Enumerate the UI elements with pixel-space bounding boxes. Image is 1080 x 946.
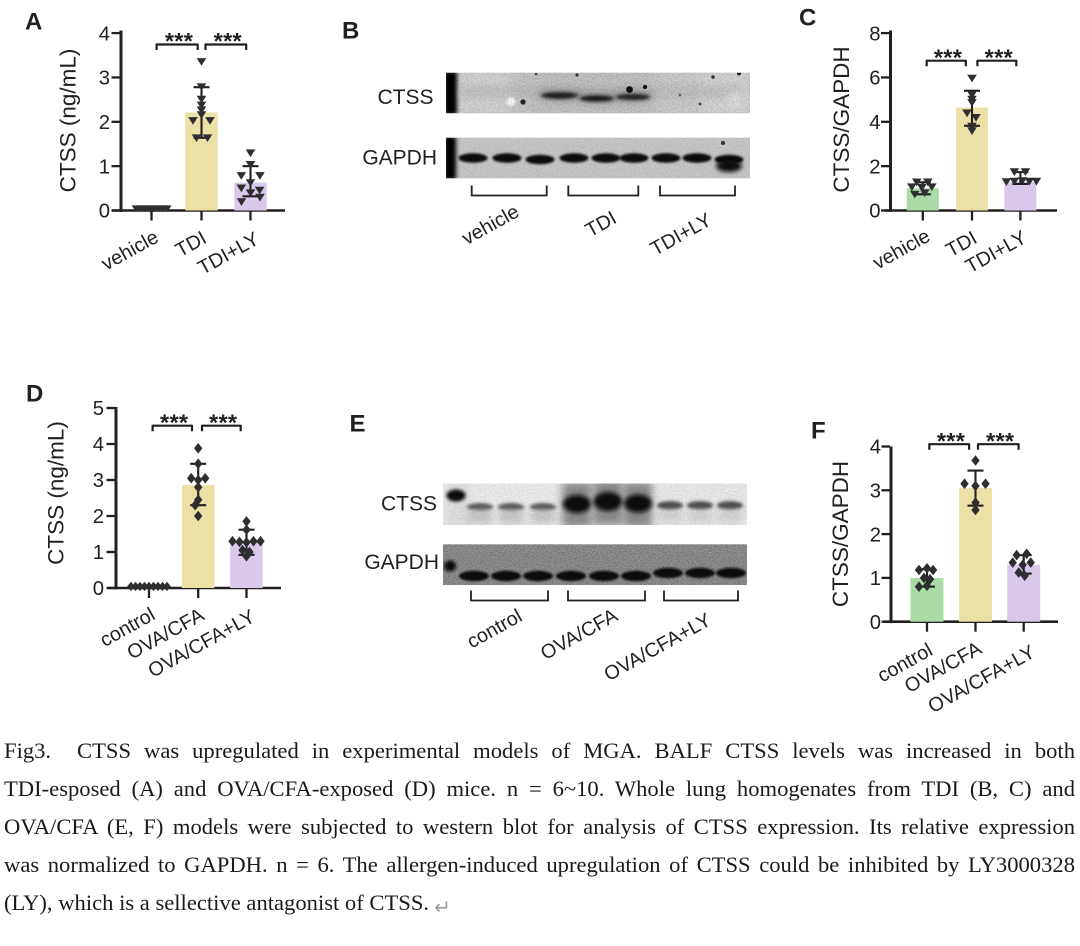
svg-text:GAPDH: GAPDH <box>362 147 437 170</box>
svg-text:0: 0 <box>99 201 110 223</box>
svg-text:C: C <box>799 4 816 31</box>
svg-text:CTSS/GAPDH: CTSS/GAPDH <box>828 461 853 607</box>
svg-text:CTSS (ng/mL): CTSS (ng/mL) <box>44 421 69 565</box>
svg-text:vehicle: vehicle <box>98 226 163 275</box>
svg-text:TDI+LY: TDI+LY <box>194 228 263 279</box>
svg-text:A: A <box>25 9 42 36</box>
svg-text:OVA/CFA: OVA/CFA <box>537 604 622 664</box>
svg-text:4: 4 <box>869 112 880 134</box>
svg-text:8: 8 <box>869 23 880 45</box>
svg-text:4: 4 <box>99 23 110 45</box>
svg-text:0: 0 <box>870 612 881 634</box>
svg-text:D: D <box>26 381 43 408</box>
svg-text:3: 3 <box>93 470 104 492</box>
svg-text:TDI: TDI <box>582 207 621 242</box>
svg-text:F: F <box>811 418 826 445</box>
svg-text:TDI+LY: TDI+LY <box>647 209 716 260</box>
svg-text:control: control <box>463 605 526 653</box>
svg-text:***: *** <box>214 28 243 54</box>
svg-text:***: *** <box>165 28 194 54</box>
svg-text:***: *** <box>209 409 238 435</box>
svg-text:E: E <box>350 411 366 438</box>
svg-text:CTSS: CTSS <box>377 86 433 109</box>
svg-text:0: 0 <box>93 578 104 600</box>
svg-text:***: *** <box>986 428 1015 454</box>
svg-text:2: 2 <box>870 524 881 546</box>
svg-text:CTSS (ng/mL): CTSS (ng/mL) <box>56 49 81 193</box>
svg-text:3: 3 <box>99 68 110 90</box>
svg-text:vehicle: vehicle <box>869 225 934 274</box>
svg-text:0: 0 <box>869 201 880 223</box>
svg-text:1: 1 <box>93 542 104 564</box>
svg-text:5: 5 <box>93 398 104 420</box>
svg-text:1: 1 <box>870 568 881 590</box>
svg-text:***: *** <box>160 409 189 435</box>
svg-text:4: 4 <box>93 434 104 456</box>
svg-text:1: 1 <box>99 156 110 178</box>
svg-text:***: *** <box>985 44 1014 70</box>
svg-text:CTSS: CTSS <box>381 493 437 516</box>
svg-text:B: B <box>342 18 359 45</box>
svg-text:4: 4 <box>870 437 881 459</box>
svg-text:6: 6 <box>869 68 880 90</box>
svg-text:***: *** <box>934 44 963 70</box>
svg-text:2: 2 <box>869 156 880 178</box>
svg-text:vehicle: vehicle <box>458 201 523 250</box>
svg-text:GAPDH: GAPDH <box>364 551 439 574</box>
svg-text:***: *** <box>937 428 966 454</box>
svg-text:CTSS/GAPDH: CTSS/GAPDH <box>829 46 854 192</box>
svg-text:3: 3 <box>870 481 881 503</box>
svg-text:2: 2 <box>93 506 104 528</box>
svg-text:2: 2 <box>99 112 110 134</box>
